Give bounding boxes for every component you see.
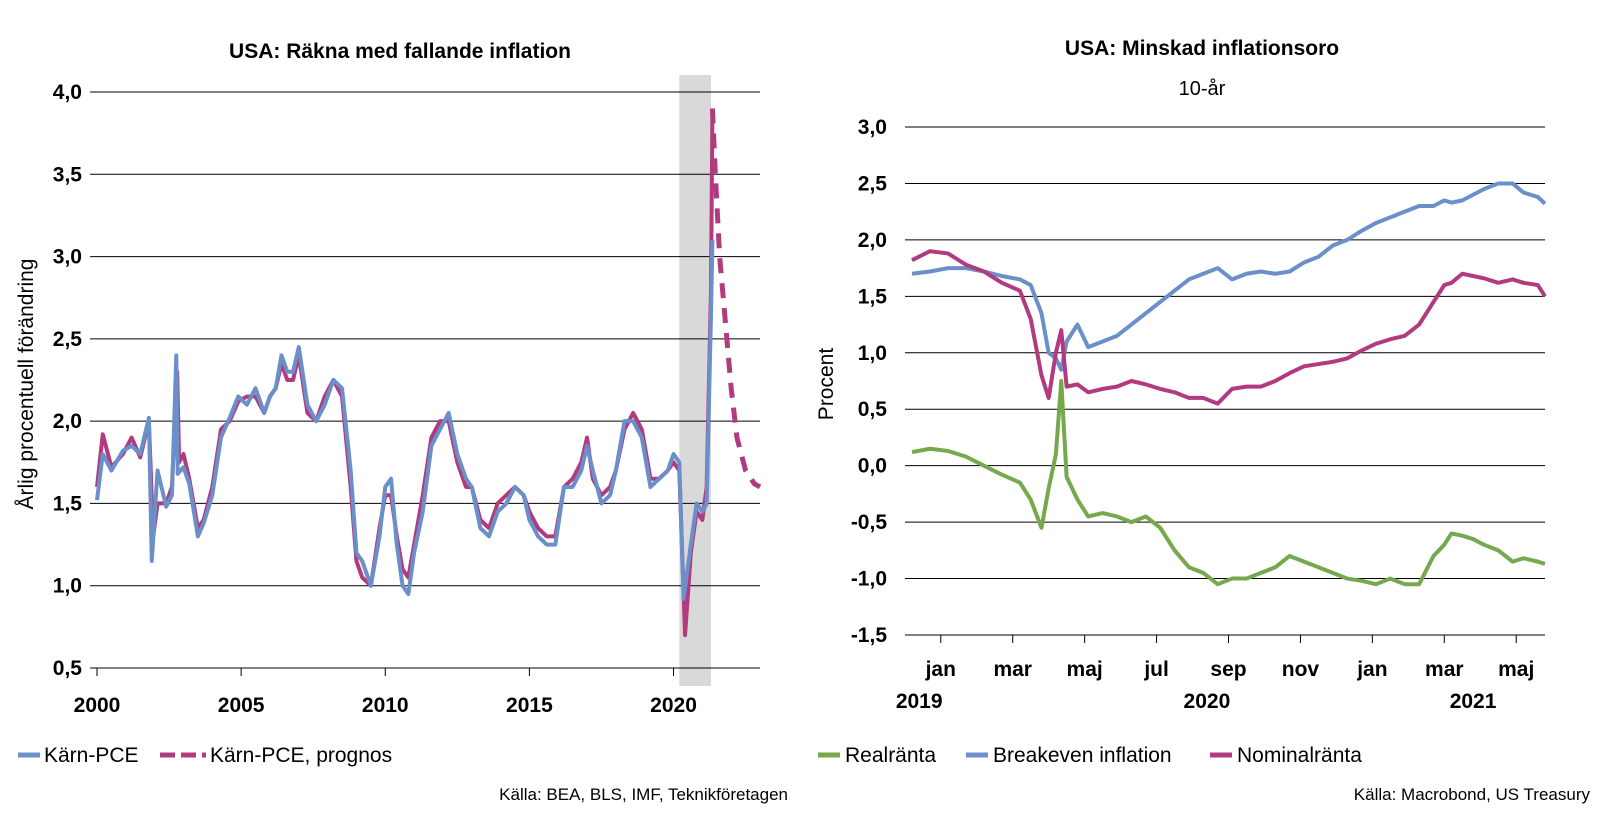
right-x-month-label: maj <box>1498 658 1534 681</box>
series-line-kaern-pce <box>95 240 715 601</box>
right-y-tick-label: -1,5 <box>851 624 888 647</box>
left-x-tick-label: 2015 <box>506 694 553 717</box>
right-y-tick-label: 1,5 <box>858 285 888 308</box>
right-y-tick-label: 2,5 <box>858 172 888 195</box>
right-y-tick-label: 3,0 <box>858 116 887 139</box>
left-chart: USA: Räkna med fallande inflation 0,5 1,0… <box>15 40 788 804</box>
left-series-lines <box>95 108 762 638</box>
left-y-tick-label: 1,5 <box>53 492 83 515</box>
left-x-tick-label: 2010 <box>362 694 409 717</box>
right-source: Källa: Macrobond, US Treasury <box>1354 785 1591 804</box>
right-x-month-label: mar <box>993 658 1032 681</box>
left-y-tick-label: 4,0 <box>53 81 82 104</box>
left-y-tick-label: 3,5 <box>53 163 83 186</box>
left-y-tick-label: 2,0 <box>53 410 82 433</box>
right-legend: Realränta Breakeven inflation Nominalrän… <box>818 744 1362 767</box>
right-x-month-label: mar <box>1425 658 1464 681</box>
left-y-tick-label: 0,5 <box>53 657 83 680</box>
series-line-kaern-pce-prognos-dashed <box>709 108 762 490</box>
left-x-tick-label: 2005 <box>218 694 265 717</box>
right-y-tick-label: -0,5 <box>851 511 888 534</box>
left-legend: Kärn-PCE Kärn-PCE, prognos <box>18 744 392 767</box>
legend-label-kaern-pce-prognos: Kärn-PCE, prognos <box>210 744 392 767</box>
legend-label-breakeven: Breakeven inflation <box>993 744 1172 767</box>
right-y-tick-label: -1,0 <box>851 568 887 591</box>
legend-label-nominalraenta: Nominalränta <box>1237 744 1362 767</box>
series-line-nominalraenta <box>911 249 1547 406</box>
series-line-breakeven <box>911 181 1547 372</box>
left-y-tick-label: 3,0 <box>53 246 82 269</box>
right-x-month-label: jul <box>1143 658 1169 681</box>
right-x-month-label: sep <box>1210 658 1246 681</box>
legend-label-realraenta: Realränta <box>845 744 936 767</box>
left-chart-title: USA: Räkna med fallande inflation <box>229 40 571 63</box>
right-y-tick-label: 2,0 <box>858 229 887 252</box>
left-gridlines <box>90 91 760 669</box>
right-y-tick-label: 0,0 <box>858 455 887 478</box>
right-x-month-label: nov <box>1282 658 1320 681</box>
right-chart-title: USA: Minskad inflationsoro <box>1065 37 1339 60</box>
left-y-axis-label: Årlig procentuell förändring <box>15 259 38 510</box>
right-x-month-label: jan <box>925 658 956 681</box>
right-y-tick-label: 0,5 <box>858 398 888 421</box>
right-chart: USA: Minskad inflationsoro 10-år 3,0 2,5 2… <box>815 37 1590 804</box>
left-x-tick-label: 2000 <box>74 694 121 717</box>
right-series-lines <box>911 181 1547 587</box>
left-source: Källa: BEA, BLS, IMF, Teknikföretagen <box>499 785 788 804</box>
right-y-axis-label: Procent <box>815 348 838 421</box>
left-x-tick-labels: 2000 2005 2010 2015 2020 <box>74 668 697 717</box>
right-x-year-label: 2019 <box>896 690 943 713</box>
right-x-month-label: jan <box>1356 658 1387 681</box>
right-x-year-label: 2021 <box>1450 690 1497 713</box>
legend-label-kaern-pce: Kärn-PCE <box>44 744 139 767</box>
left-y-tick-label: 1,0 <box>53 575 82 598</box>
right-x-year-label: 2020 <box>1184 690 1231 713</box>
series-line-realraenta <box>911 379 1546 587</box>
right-x-tick-labels: jan mar maj jul sep nov jan mar maj 2019 2020 2021 <box>896 635 1534 713</box>
right-y-tick-label: 1,0 <box>858 342 887 365</box>
right-chart-subtitle: 10-år <box>1179 78 1226 100</box>
left-y-tick-label: 2,5 <box>53 328 83 351</box>
right-y-tick-labels: 3,0 2,5 2,0 1,5 1,0 0,5 0,0 -0,5 -1,0 -1,5 <box>851 116 888 647</box>
left-y-tick-labels: 0,5 1,0 1,5 2,0 2,5 3,0 3,5 4,0 <box>53 81 83 680</box>
series-line-kaern-pce-prognos <box>95 108 715 638</box>
right-x-month-label: maj <box>1067 658 1103 681</box>
left-x-tick-label: 2020 <box>650 694 697 717</box>
